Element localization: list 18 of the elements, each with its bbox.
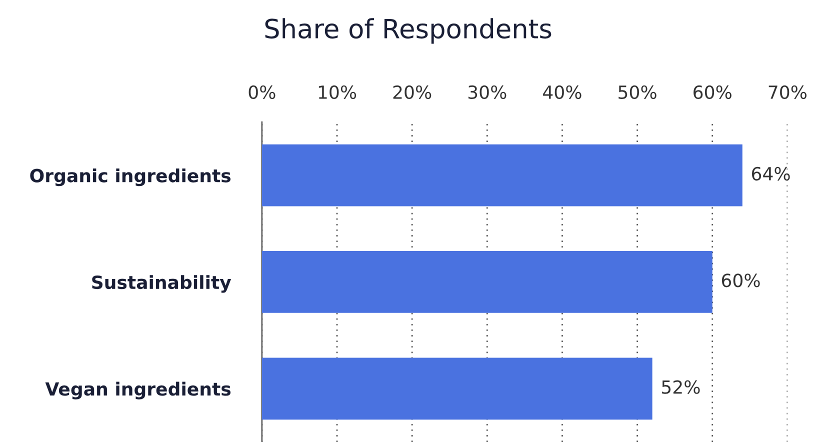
bar: [262, 251, 712, 313]
data-label: 52%: [662, 380, 700, 394]
y-tick-label: Vegan ingredients: [45, 382, 231, 400]
y-tick-label: Organic ingredients: [30, 168, 231, 186]
bar: [262, 144, 742, 206]
x-tick-label: 0%: [248, 85, 276, 100]
x-tick-label: 30%: [468, 85, 506, 100]
data-label: 64%: [752, 166, 790, 181]
chart-title: Share of Respondents: [265, 18, 552, 44]
data-label: 60%: [722, 274, 760, 288]
x-tick-label: 20%: [393, 85, 432, 100]
y-tick-label: Sustainability: [92, 275, 232, 293]
x-tick-label: 50%: [618, 85, 656, 100]
x-tick-label: 70%: [768, 85, 807, 100]
bar: [262, 358, 652, 420]
x-tick-label: 10%: [318, 85, 356, 100]
x-tick-label: 60%: [694, 85, 732, 100]
x-tick-label: 40%: [543, 85, 582, 100]
